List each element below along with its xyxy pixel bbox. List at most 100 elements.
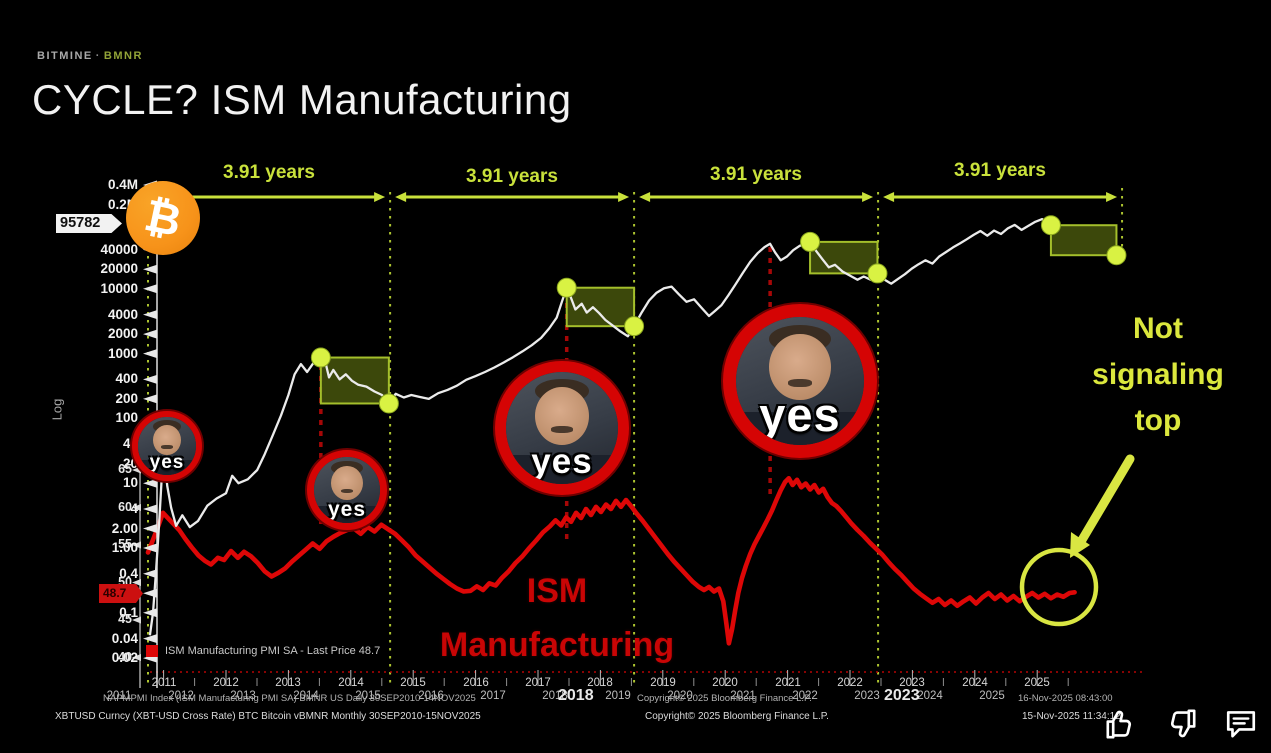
year-label: 2015	[400, 677, 426, 689]
y-axis-label: 40	[122, 436, 138, 451]
no-top-signal-circle	[1019, 547, 1099, 627]
footer-ism-instrument: NAPMPMI Index (ISM Manufacturing PMI SA)…	[103, 693, 476, 704]
year-label: 2012	[213, 677, 239, 689]
cycle-top-dot-3	[800, 231, 821, 252]
ism-line	[145, 475, 1077, 646]
legend-swatch-red	[146, 645, 158, 657]
y-axis-tick	[143, 310, 157, 320]
cycle-arrowhead-right-1	[374, 192, 386, 202]
breadcrumb-bitmine: BITMINE	[37, 50, 93, 62]
year-label: 2011	[151, 677, 177, 689]
ism-axis-label: 60	[118, 500, 132, 514]
ism-axis-label: 40	[118, 650, 132, 664]
yes-meme-circle-4: yes	[723, 304, 877, 458]
cycle-bottom-dot-3	[867, 263, 888, 284]
cycle-bottom-dot-2	[624, 316, 645, 337]
y-axis-label: 1.00	[111, 540, 138, 555]
yes-caption: yes	[531, 441, 593, 481]
y-axis-tick	[143, 524, 157, 534]
y-axis-label: 1000	[107, 346, 138, 361]
cycle-label-1: 3.91 years	[223, 162, 315, 183]
y-axis-label: 2000	[107, 326, 138, 341]
ism-axis-label: 65	[118, 462, 132, 476]
year-label-overlay: 2024	[917, 690, 943, 702]
cycle-arrowhead-right-4	[1106, 192, 1118, 202]
year-label: 2016	[463, 677, 489, 689]
y-axis-label: 2.00	[111, 521, 138, 536]
cycle-arrowhead-left-2	[395, 192, 407, 202]
y-axis-tick	[143, 284, 157, 294]
video-overlay-controls	[1104, 706, 1258, 742]
y-axis-tick	[143, 608, 157, 618]
y-axis-label: 40000	[100, 242, 138, 257]
y-axis-label: 4000	[107, 307, 138, 322]
ism-series-callout: ISM Manufacturing	[417, 564, 697, 672]
cycle-bottom-dot-4	[1106, 245, 1127, 266]
y-axis-tick	[143, 264, 157, 274]
meme-photo	[138, 417, 196, 475]
y-axis-label: 20000	[100, 261, 138, 276]
year-label-overlay: 2021	[730, 690, 756, 702]
footer-copyright-1: Copyright© 2025 Bloomberg Finance L.P.	[637, 693, 812, 704]
y-axis-label: 10000	[100, 281, 138, 296]
cycle-arrowhead-left-4	[883, 192, 895, 202]
y-axis-tick	[143, 329, 157, 339]
year-label-bold: 2023	[884, 687, 920, 704]
ism-axis-tick	[132, 504, 141, 511]
yes-caption: yes	[327, 497, 367, 521]
cycle-decline-box-2	[565, 286, 636, 328]
y-axis-label: 10	[122, 475, 138, 490]
btc-line	[148, 217, 1052, 636]
year-label-overlay: 2012	[168, 690, 194, 702]
cycle-top-dot-1	[310, 347, 331, 368]
legend-label: ISM Manufacturing PMI SA - Last Price 48…	[165, 645, 381, 657]
cycle-arrowhead-right-2	[618, 192, 630, 202]
y-axis-label: 200	[115, 391, 138, 406]
ism-axis-tick	[132, 654, 141, 661]
not-signaling-top-callout: Not signaling top	[1082, 306, 1234, 444]
year-label-overlay: 2022	[792, 690, 818, 702]
meme-photo	[314, 457, 380, 523]
yes-meme-circle-3: yes	[495, 361, 629, 495]
year-label: 2025	[1024, 677, 1050, 689]
breadcrumb-separator: ·	[95, 50, 101, 62]
year-label: 2022	[837, 677, 863, 689]
thumbs-up-icon[interactable]	[1104, 706, 1138, 742]
year-label-overlay: 2023	[854, 690, 880, 702]
not-signaling-arrow-shaft	[1077, 454, 1135, 545]
year-label: 2024	[962, 677, 988, 689]
yes-meme-circle-1: yes	[132, 411, 202, 481]
year-label: 2014	[338, 677, 364, 689]
y-axis-tick	[143, 588, 157, 598]
not-signaling-line1: Not	[1133, 312, 1183, 345]
y-axis-label: 0.4M	[107, 177, 138, 192]
year-label-overlay: 2017	[480, 690, 506, 702]
thumbs-down-icon[interactable]	[1164, 706, 1198, 742]
cycle-top-dot-4	[1040, 215, 1061, 236]
year-label-overlay: 2020	[667, 690, 693, 702]
ism-axis-tick	[132, 616, 141, 624]
bitcoin-logo-icon: ₿	[126, 181, 200, 255]
cycle-top-dot-2	[556, 277, 577, 298]
ism-axis-label: 55	[118, 537, 132, 551]
footer-timestamp-2: 15-Nov-2025 11:34:12	[1022, 711, 1121, 722]
y-axis-tick	[143, 374, 157, 384]
meme-photo	[736, 317, 864, 445]
y-axis-label: 0.4	[119, 566, 138, 581]
y-axis-label: 100	[115, 410, 138, 425]
cycle-arrowhead-right-3	[862, 192, 874, 202]
comment-icon[interactable]	[1224, 707, 1258, 741]
footer-xbt-instrument: XBTUSD Curncy (XBT-USD Cross Rate) BTC B…	[55, 711, 481, 722]
y-axis-label: 0.02	[111, 650, 138, 665]
cycle-label-3: 3.91 years	[710, 164, 802, 185]
y-axis-tick	[143, 634, 157, 644]
y-axis-label: 400	[115, 371, 138, 386]
footer-timestamp-1: 16-Nov-2025 08:43:00	[1018, 693, 1113, 704]
ism-axis-tick	[132, 541, 141, 549]
cycle-label-4: 3.91 years	[954, 160, 1046, 181]
meme-photo	[506, 372, 618, 484]
ism-axis-label: 45	[118, 612, 132, 626]
yes-caption: yes	[759, 388, 841, 442]
